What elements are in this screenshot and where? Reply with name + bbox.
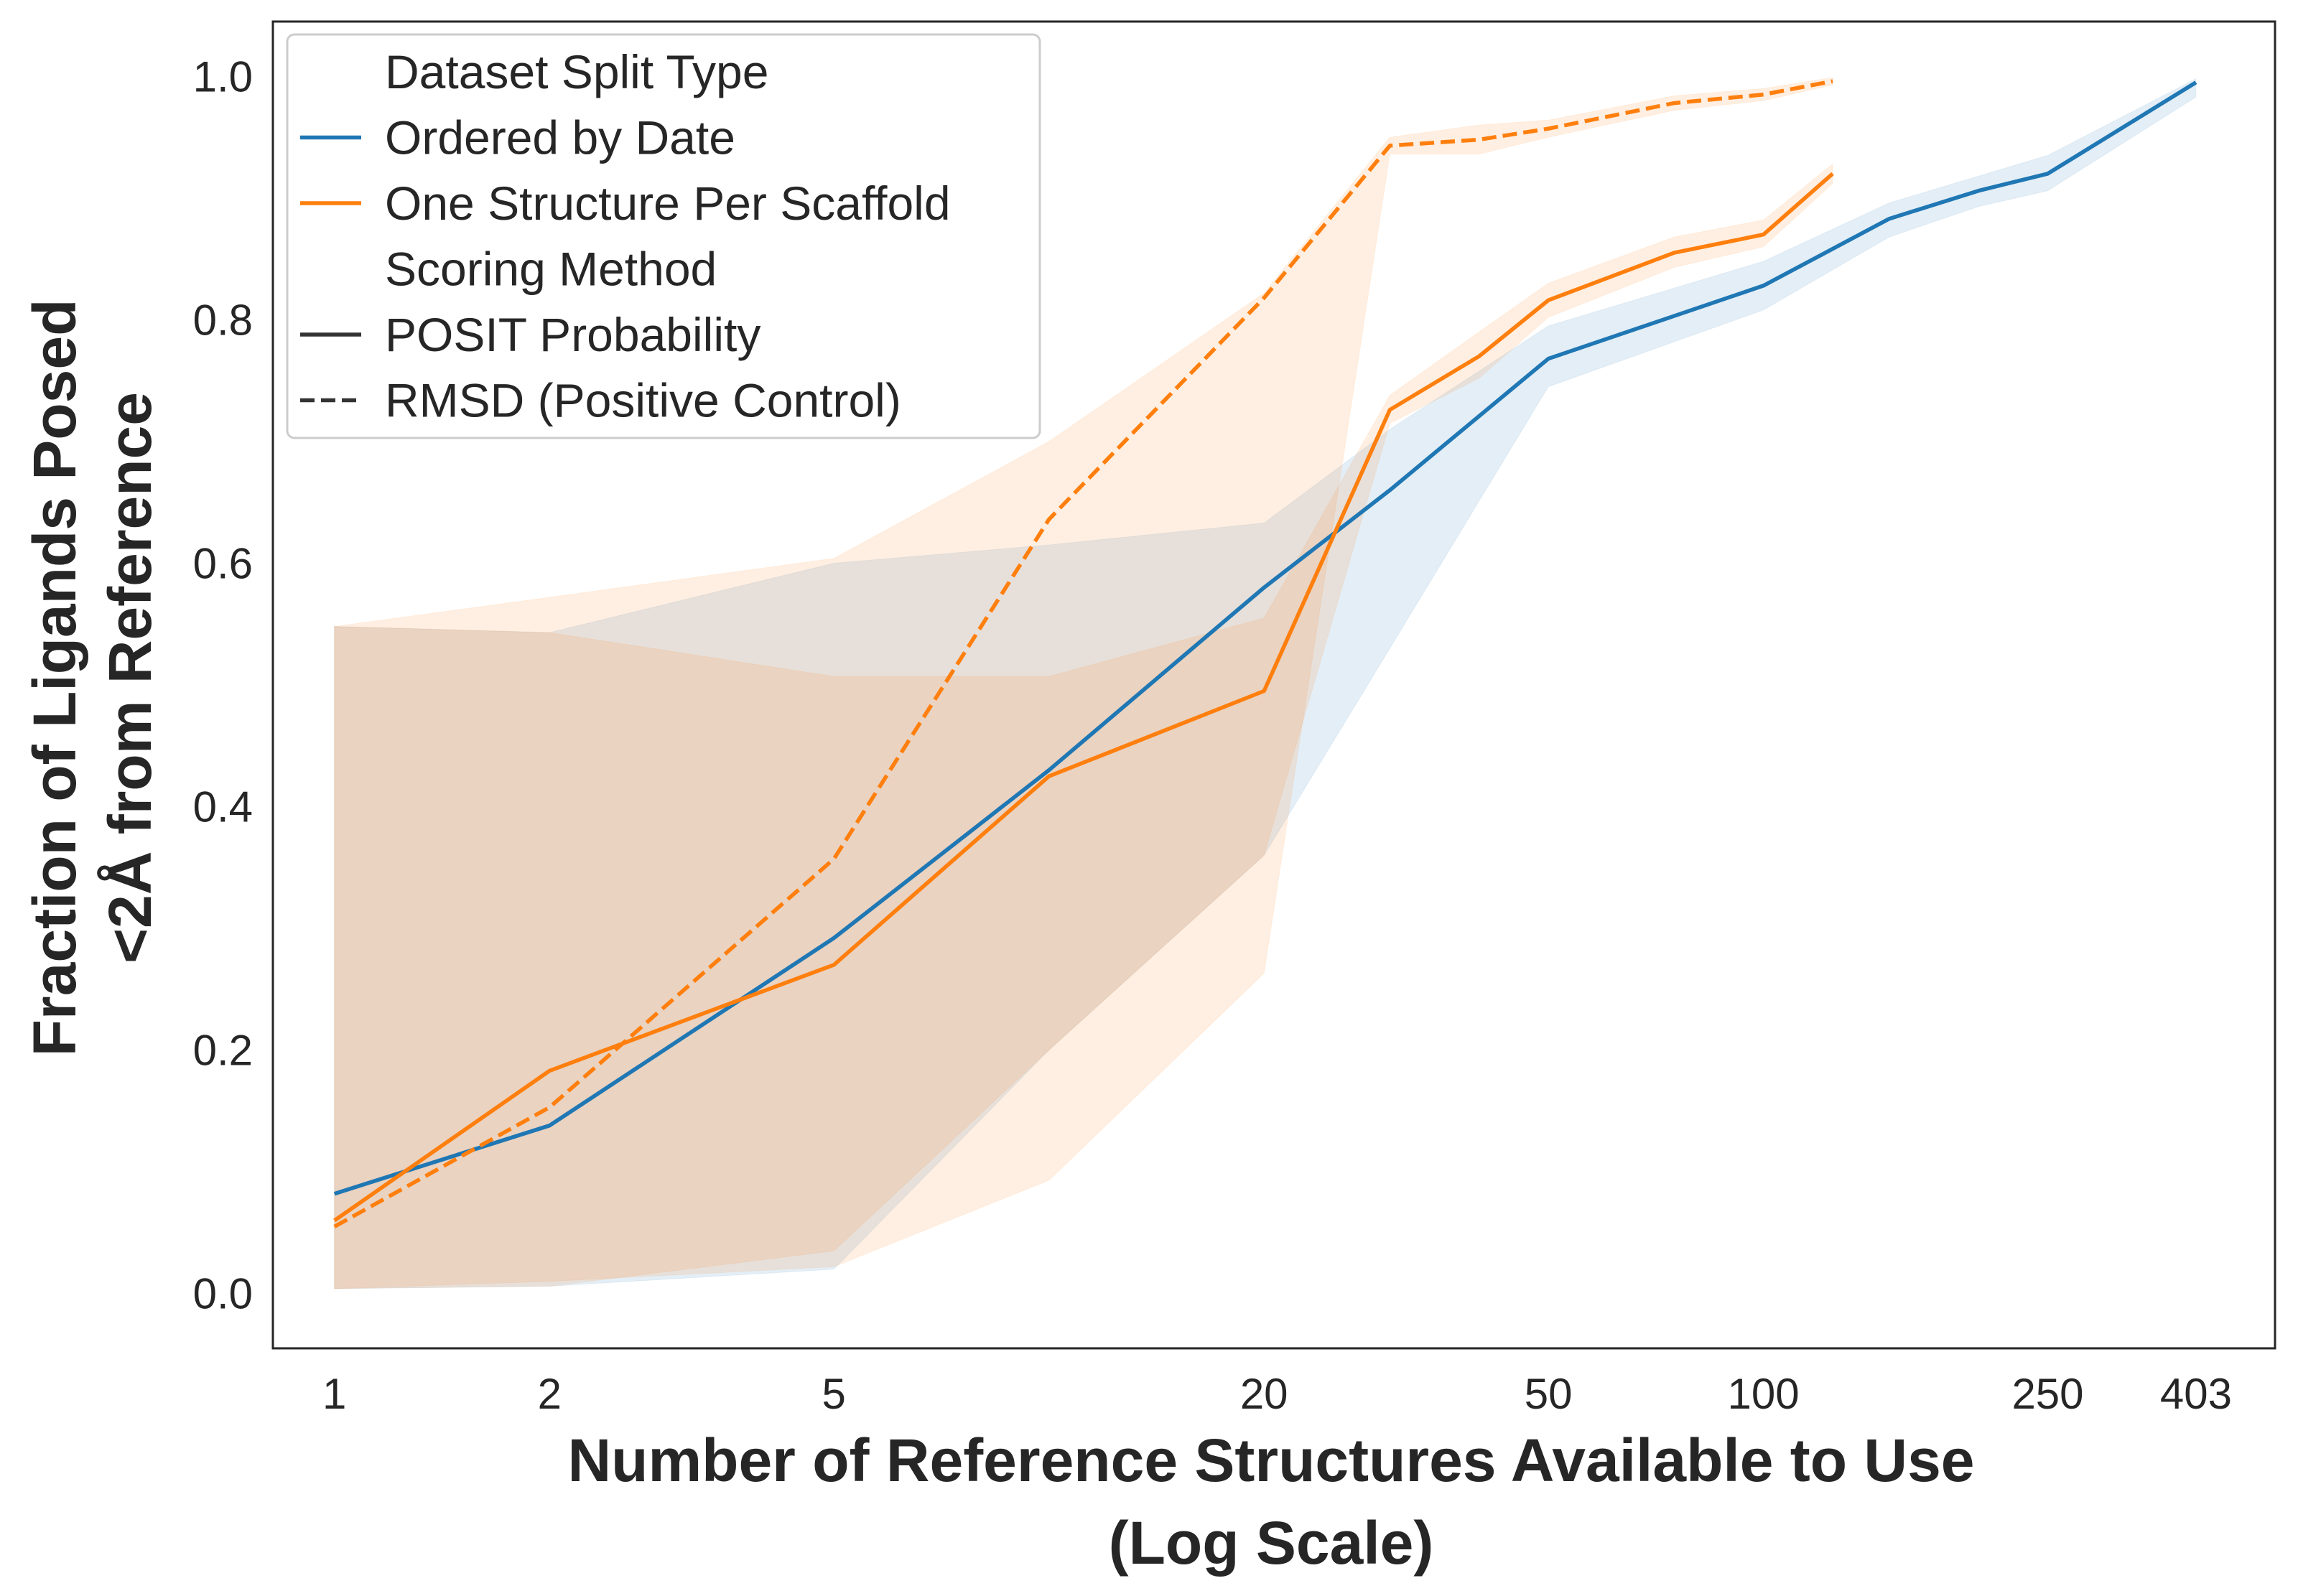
y-axis-title-line-1: Fraction of Ligands Posed <box>21 299 88 1057</box>
x-axis-title-line-1: Number of Reference Structures Available… <box>567 1427 1974 1494</box>
y-tick-label: 0.8 <box>193 296 253 344</box>
legend-entry-label: One Structure Per Scaffold <box>385 177 951 230</box>
x-tick-label: 250 <box>2011 1370 2083 1418</box>
x-tick-label: 5 <box>822 1370 846 1418</box>
series-line-1 <box>333 172 1834 1223</box>
confidence-band-1 <box>334 163 1833 1289</box>
legend-entry-label: Scoring Method <box>385 243 717 296</box>
x-axis-ticks: 1 2 5 20 50 100 250 403 <box>322 1370 2232 1418</box>
x-tick-label: 403 <box>2160 1370 2232 1418</box>
series-line-2 <box>333 79 1833 1228</box>
y-tick-label: 0.2 <box>193 1027 253 1075</box>
y-tick-label: 1.0 <box>193 52 253 101</box>
legend: Dataset Split Type Ordered by Date One Str… <box>286 33 1041 439</box>
y-tick-label: 0.6 <box>193 540 253 588</box>
plot-frame <box>271 20 2276 1350</box>
x-tick-label: 100 <box>1728 1370 1800 1418</box>
x-tick-label: 2 <box>538 1370 562 1418</box>
legend-entry-label: RMSD (Positive Control) <box>385 374 901 427</box>
legend-entry-label: POSIT Probability <box>385 308 760 361</box>
x-axis-title-line-2: (Log Scale) <box>1109 1509 1434 1577</box>
y-tick-label: 0.0 <box>193 1270 253 1318</box>
legend-entry-label: Dataset Split Type <box>385 45 768 98</box>
x-tick-label: 1 <box>322 1370 346 1418</box>
series-lines <box>333 79 2197 1228</box>
confidence-band-2 <box>334 77 1833 1289</box>
y-axis-title-line-2: <2Å from Reference <box>96 392 164 963</box>
legend-box <box>286 33 1041 439</box>
x-tick-label: 20 <box>1240 1370 1288 1418</box>
legend-entry-label: Ordered by Date <box>385 111 735 164</box>
x-tick-label: 50 <box>1525 1370 1573 1418</box>
y-axis-ticks: 0.0 0.2 0.4 0.6 0.8 1.0 <box>193 52 253 1317</box>
series-line-0 <box>333 80 2197 1196</box>
y-tick-label: 0.4 <box>193 783 253 831</box>
